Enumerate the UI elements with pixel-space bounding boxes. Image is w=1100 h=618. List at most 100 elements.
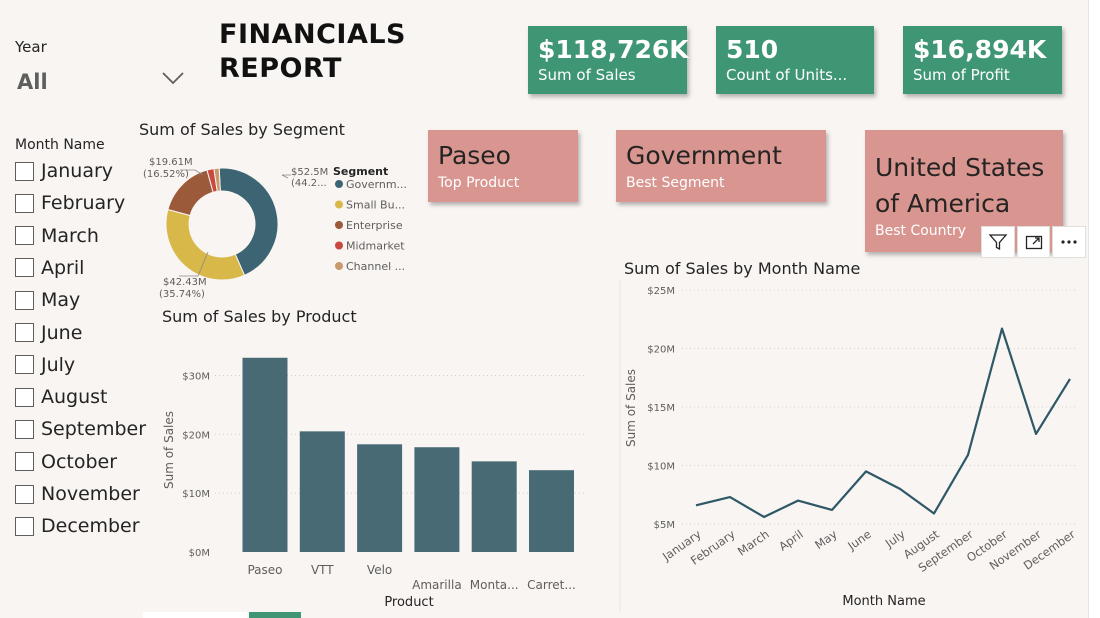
donut-slice-1[interactable]: [165, 208, 246, 281]
kpi-count-of-units[interactable]: 510 Count of Units...: [716, 26, 874, 94]
month-option-november[interactable]: November: [15, 480, 140, 508]
card-label: Best Country: [875, 223, 967, 239]
more-options-icon[interactable]: [1052, 226, 1087, 258]
y-tick-label: $20M: [647, 345, 675, 356]
page-tab[interactable]: [143, 612, 247, 618]
month-option-february[interactable]: February: [15, 189, 125, 217]
checkbox[interactable]: [15, 516, 34, 536]
kpi-sum-of-sales[interactable]: $118,726K Sum of Sales: [528, 26, 689, 94]
legend-item-label[interactable]: Enterprise: [346, 219, 403, 232]
bar-paseo[interactable]: [242, 357, 288, 552]
month-option-june[interactable]: June: [15, 319, 82, 347]
focus-mode-icon[interactable]: [1016, 226, 1051, 258]
month-option-label: February: [41, 192, 126, 215]
bar-vtt[interactable]: [299, 431, 345, 552]
legend-marker: [335, 241, 343, 250]
legend-item-label[interactable]: Small Bu...: [346, 199, 405, 212]
x-tick-label: Amarilla: [412, 578, 462, 592]
month-option-july[interactable]: July: [15, 351, 75, 379]
chevron-down-icon[interactable]: [160, 68, 186, 88]
kpi-label: Sum of Sales: [538, 66, 636, 84]
year-slicer-value[interactable]: All: [17, 70, 48, 94]
y-tick-label: $10M: [647, 462, 675, 473]
card-value: Paseo: [438, 141, 511, 170]
legend-marker: [335, 200, 343, 209]
filter-icon[interactable]: [981, 226, 1015, 258]
month-option-label: June: [41, 321, 83, 344]
checkbox[interactable]: [15, 355, 34, 375]
kpi-value: $118,726K: [538, 35, 689, 64]
y-axis-label: Sum of Sales: [624, 369, 638, 447]
product-bar-chart[interactable]: Sum of Sales Product $0M $10M $20M $30M Pas…: [155, 330, 595, 612]
month-option-label: December: [41, 515, 140, 538]
month-option-april[interactable]: April: [15, 254, 84, 282]
legend-marker: [335, 221, 343, 229]
checkbox[interactable]: [15, 323, 34, 342]
y-tick-label: $25M: [647, 286, 675, 297]
card-top-product[interactable]: Paseo Top Product: [428, 130, 578, 202]
month-option-may[interactable]: May: [15, 286, 80, 314]
month-option-label: August: [41, 386, 108, 409]
month-option-january[interactable]: January: [15, 157, 113, 185]
checkbox[interactable]: [15, 226, 34, 246]
data-label-pct: (35.74%): [159, 289, 205, 300]
kpi-sum-of-profit[interactable]: $16,894K Sum of Profit: [903, 26, 1062, 94]
legend-item-label[interactable]: Governm...: [346, 178, 407, 191]
checkbox[interactable]: [15, 419, 34, 439]
x-tick-label: Monta...: [470, 578, 519, 592]
card-label: Top Product: [438, 175, 520, 191]
x-axis-label: Month Name: [842, 594, 925, 609]
bar-amarilla[interactable]: [414, 447, 460, 552]
legend-title: Segment: [333, 165, 388, 178]
month-option-october[interactable]: October: [15, 448, 117, 476]
leader-line: [179, 251, 209, 277]
month-option-march[interactable]: March: [15, 222, 99, 250]
month-option-label: September: [41, 418, 147, 441]
report-title-line2: REPORT: [219, 53, 342, 84]
leader-line: [180, 169, 204, 176]
card-best-country[interactable]: United States of America Best Country: [865, 130, 1063, 252]
month-option-label: November: [41, 483, 140, 505]
legend-item-label[interactable]: Midmarket: [346, 240, 405, 253]
kpi-value: 510: [726, 35, 779, 64]
year-slicer-label: Year: [15, 38, 47, 56]
donut-slice-0[interactable]: [218, 167, 279, 276]
segment-donut-chart[interactable]: $52.5M (44.2... $42.43M (35.74%) $19.61M…: [135, 150, 420, 302]
month-option-december[interactable]: December: [15, 512, 140, 540]
checkbox[interactable]: [15, 161, 34, 181]
vertical-scrollbar[interactable]: [1088, 0, 1100, 618]
bar-monta[interactable]: [471, 461, 517, 552]
x-tick-label: April: [776, 527, 806, 554]
legend-item-label[interactable]: Channel ...: [346, 260, 405, 273]
donut-slice-4[interactable]: [213, 167, 221, 192]
y-axis-label: Sum of Sales: [162, 411, 176, 489]
data-label-value: $42.43M: [163, 277, 207, 288]
checkbox[interactable]: [15, 258, 34, 278]
card-best-segment[interactable]: Government Best Segment: [616, 130, 826, 202]
bar-velo[interactable]: [357, 444, 403, 552]
data-label-pct: (16.52%): [143, 169, 189, 180]
month-option-label: October: [41, 450, 118, 473]
month-line-chart[interactable]: Sum of Sales Month Name $5M $10M $15M $20M $…: [618, 280, 1084, 612]
month-option-august[interactable]: August: [15, 383, 108, 411]
bar-carret[interactable]: [529, 470, 574, 552]
checkbox[interactable]: [15, 290, 34, 310]
card-label: Best Segment: [626, 175, 725, 191]
sales-line[interactable]: [695, 327, 1071, 519]
checkbox[interactable]: [15, 484, 34, 504]
page-tabs: [143, 612, 301, 618]
report-title-line1: FINANCIALS: [219, 19, 406, 50]
month-option-label: January: [41, 160, 114, 182]
month-option-september[interactable]: September: [15, 415, 146, 443]
checkbox[interactable]: [15, 193, 34, 213]
y-tick-label: $5M: [654, 520, 675, 531]
card-value-line2: of America: [875, 189, 1011, 218]
checkbox[interactable]: [15, 452, 34, 472]
x-axis-label: Product: [384, 595, 433, 610]
legend-marker: [335, 180, 343, 188]
data-label-value: $19.61M: [149, 157, 193, 168]
checkbox[interactable]: [15, 387, 34, 407]
page-tab-active[interactable]: [249, 612, 301, 618]
x-tick-label: VTT: [311, 563, 334, 577]
